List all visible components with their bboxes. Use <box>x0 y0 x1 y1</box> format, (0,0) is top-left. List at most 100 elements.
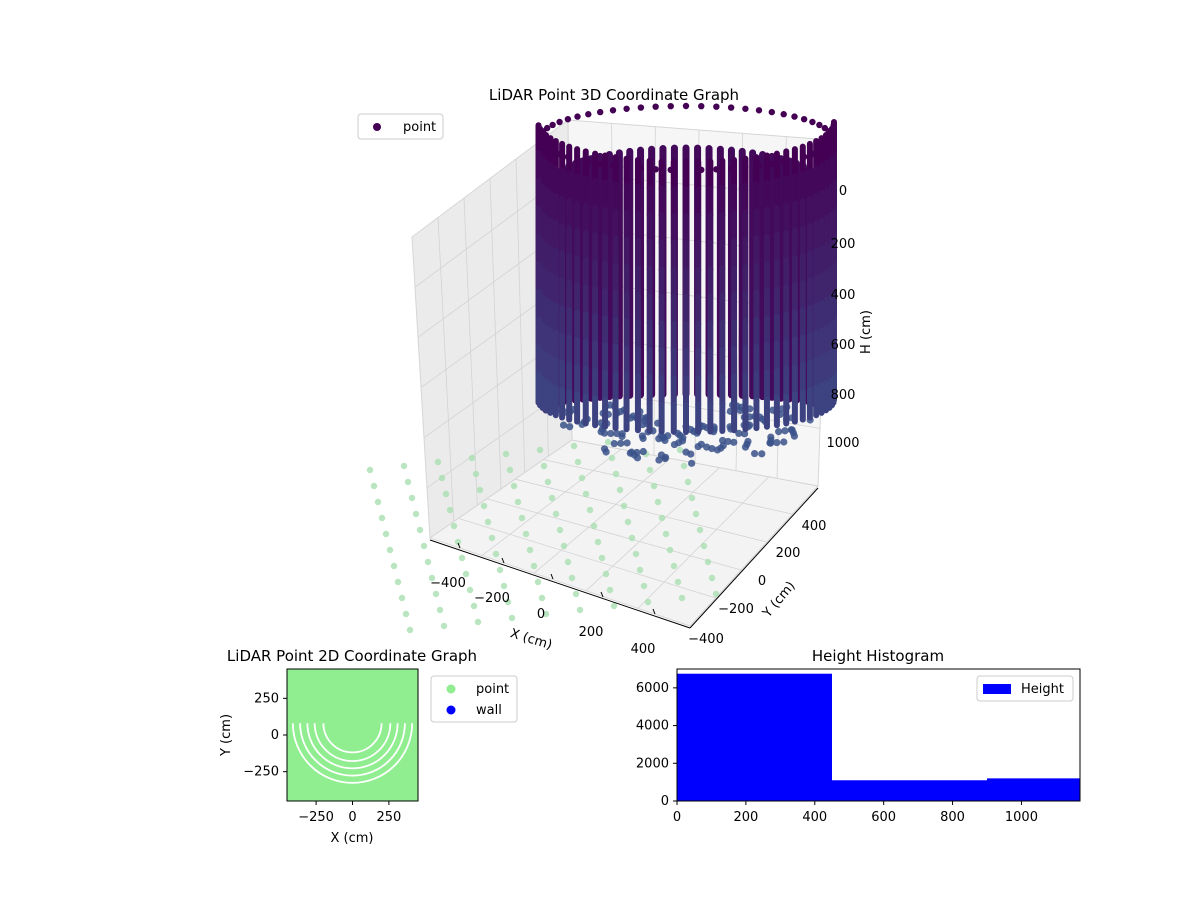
point <box>687 450 695 458</box>
floor-point <box>386 546 394 554</box>
floor-point <box>412 510 420 518</box>
rim-point <box>667 102 674 110</box>
histogram-legend-label: Height <box>1021 682 1064 697</box>
histogram-legend-swatch <box>983 684 1011 694</box>
3d-legend-label: point <box>403 120 436 135</box>
point <box>618 432 626 441</box>
3d-legend-marker <box>373 123 381 131</box>
floor-point <box>674 578 682 586</box>
floor-point <box>650 482 658 490</box>
point <box>735 429 743 438</box>
rim-point <box>623 164 630 171</box>
y-tick-label: 250 <box>254 691 279 706</box>
point <box>661 436 669 445</box>
rim-point <box>828 131 835 138</box>
rim-point <box>780 158 787 165</box>
floor-point <box>390 562 398 570</box>
rim-point <box>698 166 705 174</box>
floor-point <box>526 546 534 554</box>
point <box>626 449 634 457</box>
y-tick-label: 2000 <box>636 756 669 771</box>
point <box>670 440 679 449</box>
floor-point <box>620 502 628 510</box>
floor-point <box>408 494 416 502</box>
3d-plot: −400−2000200400−400−20002004000200400600… <box>357 86 874 657</box>
point <box>780 438 788 446</box>
point <box>688 459 696 467</box>
floor-point <box>434 458 442 466</box>
floor-point <box>680 462 688 470</box>
floor-point <box>662 530 670 538</box>
rim-point <box>564 115 572 123</box>
floor-point <box>382 530 390 538</box>
point <box>655 456 663 464</box>
floor-point <box>612 470 620 478</box>
point <box>713 446 722 454</box>
rim-point <box>809 118 816 126</box>
3d-x-axis-line <box>429 539 691 629</box>
floor-point <box>466 586 474 594</box>
floor-point <box>468 454 476 462</box>
floor-point <box>404 478 412 486</box>
point <box>775 428 783 436</box>
point <box>750 449 759 458</box>
point <box>758 450 766 458</box>
floor-point <box>442 490 450 498</box>
rim-point <box>742 164 749 171</box>
floor-point <box>398 594 406 602</box>
2d-y-axis-label: Y (cm) <box>219 714 234 757</box>
floor-point <box>708 574 716 582</box>
x-tick-label: 0 <box>348 810 356 825</box>
point <box>633 454 642 462</box>
x-tick <box>550 573 554 580</box>
floor-point <box>472 470 480 478</box>
floor-point <box>578 474 586 482</box>
rim-point <box>713 166 720 173</box>
floor-point <box>522 530 530 538</box>
3d-chart-title: LiDAR Point 3D Coordinate Graph <box>489 86 739 104</box>
floor-point <box>654 498 662 506</box>
floor-point <box>458 554 466 562</box>
floor-point <box>402 610 410 618</box>
rim-point <box>596 108 604 116</box>
rim-point <box>574 113 581 120</box>
floor-point <box>534 578 542 586</box>
rim-point <box>667 166 674 174</box>
2d-plot: LiDAR Point 2D Coordinate Graph −250 0 250… <box>219 647 518 846</box>
floor-point <box>598 554 606 562</box>
rim-point <box>682 102 690 110</box>
floor-point <box>406 626 414 634</box>
x-tick-label: 1000 <box>1005 810 1038 825</box>
floor-point <box>540 462 548 470</box>
point <box>639 434 647 443</box>
floor-point <box>370 482 378 490</box>
x-tick-label: −200 <box>474 591 510 606</box>
floor-point <box>500 582 508 590</box>
point <box>602 448 610 456</box>
floor-point <box>510 482 518 490</box>
3d-point-cloud <box>535 102 837 467</box>
floor-point <box>646 466 654 474</box>
point <box>559 421 568 429</box>
floor-point <box>700 542 708 550</box>
floor-point <box>610 602 618 610</box>
2d-legend-point-marker <box>446 684 456 694</box>
point <box>566 423 574 431</box>
floor-point <box>616 486 624 494</box>
3d-legend: point <box>357 113 444 140</box>
point <box>741 443 750 451</box>
grid-line <box>515 478 767 543</box>
floor-point <box>506 466 514 474</box>
rim-point <box>791 156 798 163</box>
floor-point <box>574 458 582 466</box>
y-tick-label: 0 <box>661 794 669 809</box>
2d-legend: point wall <box>430 675 518 723</box>
floor-point <box>496 566 504 574</box>
floor-point <box>590 522 598 530</box>
rim-point <box>800 115 808 123</box>
wall-arc <box>291 723 414 784</box>
2d-legend-wall-label: wall <box>476 703 502 718</box>
floor-point <box>552 510 560 518</box>
y-tick-label: 200 <box>776 546 801 561</box>
floor-point <box>450 522 458 530</box>
